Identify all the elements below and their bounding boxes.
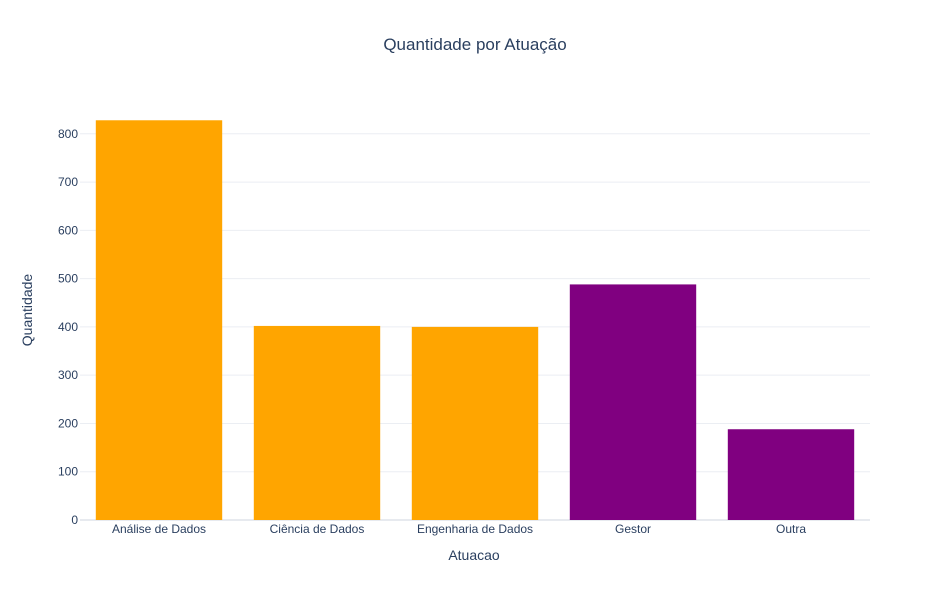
y-tick-label: 700	[58, 175, 78, 189]
bar-outra[interactable]	[727, 429, 855, 520]
y-tick-labels: 0 100 200 300 400 500 600 700 800	[58, 127, 78, 527]
bars	[95, 120, 855, 520]
y-tick-label: 200	[58, 416, 78, 430]
y-tick-label: 0	[71, 513, 78, 527]
y-tick-label: 300	[58, 368, 78, 382]
x-axis-title: Atuacao	[448, 547, 500, 563]
y-tick-label: 100	[58, 465, 78, 479]
x-tick-label: Análise de Dados	[112, 522, 206, 536]
x-tick-label: Engenharia de Dados	[417, 522, 533, 536]
y-tick-label: 500	[58, 272, 78, 286]
y-tick-label: 600	[58, 223, 78, 237]
bar-ciencia-de-dados[interactable]	[253, 325, 381, 520]
y-tick-label: 800	[58, 127, 78, 141]
bar-analise-de-dados[interactable]	[95, 120, 223, 520]
x-tick-label: Ciência de Dados	[270, 522, 365, 536]
x-tick-label: Outra	[776, 522, 806, 536]
bar-gestor[interactable]	[569, 284, 697, 520]
x-tick-labels: Análise de Dados Ciência de Dados Engenhar…	[112, 522, 806, 536]
y-tick-label: 400	[58, 320, 78, 334]
chart-title: Quantidade por Atuação	[383, 35, 566, 54]
bar-engenharia-de-dados[interactable]	[411, 326, 539, 520]
y-axis-title: Quantidade	[19, 274, 35, 347]
x-tick-label: Gestor	[615, 522, 651, 536]
